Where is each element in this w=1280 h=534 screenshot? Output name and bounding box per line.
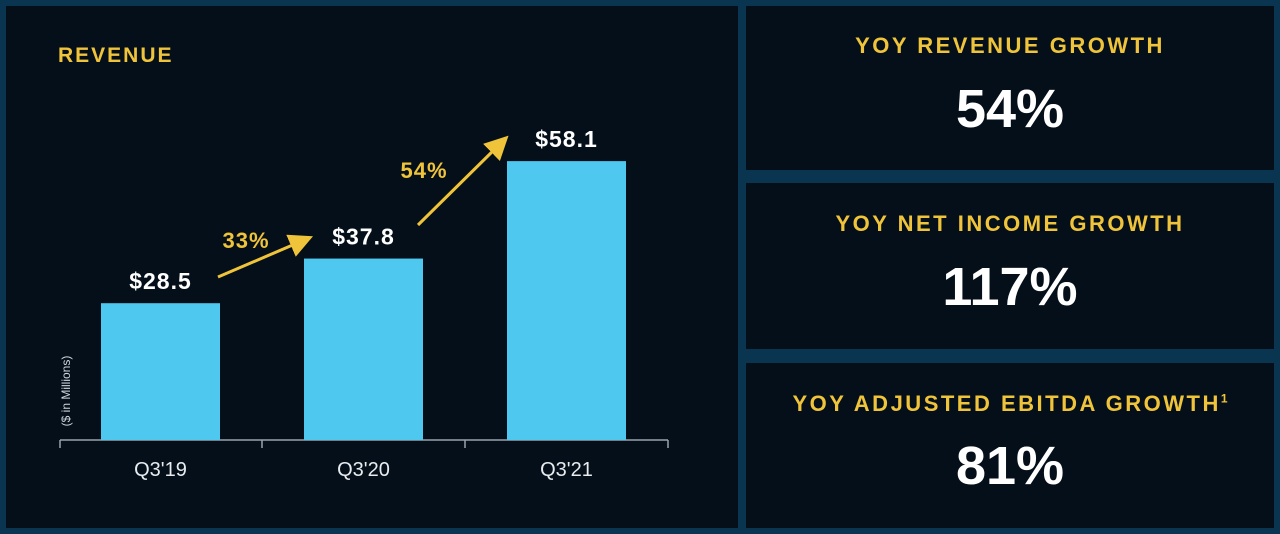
x-tick-label: Q3'21 [540, 459, 593, 481]
net-income-growth-label: YOY NET INCOME GROWTH [835, 211, 1185, 236]
net-income-growth-value: 117% [942, 257, 1078, 317]
revenue-title: REVENUE [58, 44, 174, 67]
bar [507, 161, 626, 440]
ebitda-growth-panel: YOY ADJUSTED EBITDA GROWTH1 81% [746, 363, 1274, 528]
bar-value-label: $28.5 [129, 268, 192, 294]
revenue-growth-value: 54% [955, 79, 1065, 139]
growth-label: 33% [222, 228, 269, 253]
revenue-growth-label: YOY REVENUE GROWTH [855, 33, 1165, 58]
ebitda-growth-value: 81% [955, 436, 1065, 496]
growth-label: 54% [400, 158, 447, 183]
growth-arrow [416, 135, 509, 227]
y-axis-label: ($ in Millions) [59, 356, 73, 427]
bar [304, 258, 423, 440]
bar [101, 303, 220, 440]
ebitda-growth-label: YOY ADJUSTED EBITDA GROWTH1 [792, 391, 1228, 416]
growth-arrow [217, 234, 314, 279]
bar-value-label: $58.1 [535, 126, 598, 152]
x-tick-label: Q3'20 [337, 459, 390, 481]
x-tick-label: Q3'19 [134, 459, 187, 481]
bar-value-label: $37.8 [332, 224, 395, 250]
revenue-growth-panel: YOY REVENUE GROWTH 54% [746, 6, 1274, 170]
net-income-growth-panel: YOY NET INCOME GROWTH 117% [746, 183, 1274, 349]
